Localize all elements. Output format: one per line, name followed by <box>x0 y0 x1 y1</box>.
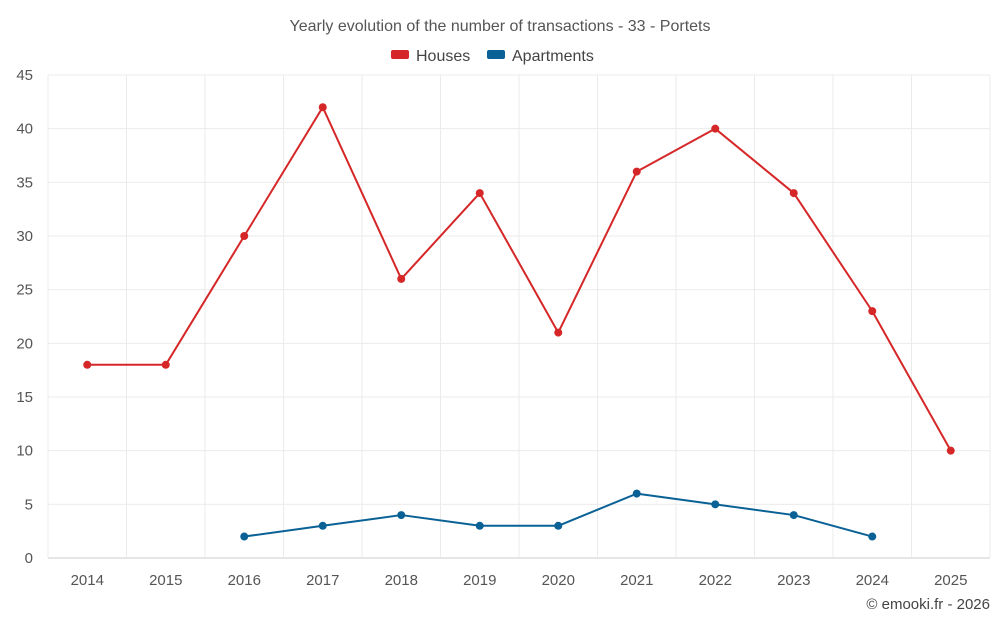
y-axis: 0 5 10 15 20 25 30 35 40 45 <box>16 67 33 567</box>
grid <box>47 74 991 559</box>
data-point-houses[interactable] <box>789 189 798 198</box>
chart-title: Yearly evolution of the number of transa… <box>290 18 711 35</box>
x-tick-label: 2018 <box>385 572 418 589</box>
x-tick-label: 2015 <box>149 572 182 589</box>
data-point-houses[interactable] <box>161 360 170 369</box>
x-tick-label: 2023 <box>777 572 810 589</box>
data-point-houses[interactable] <box>83 360 92 369</box>
credit-text: © emooki.fr - 2026 <box>866 596 990 613</box>
x-tick-label: 2021 <box>620 572 653 589</box>
data-point-apartments[interactable] <box>240 532 249 541</box>
series-line-apartments <box>244 492 873 538</box>
data-point-houses[interactable] <box>397 274 406 283</box>
legend-label-houses: Houses <box>416 48 470 65</box>
y-tick-label: 15 <box>16 389 33 406</box>
legend-swatch-apartments <box>487 50 505 59</box>
y-tick-label: 35 <box>16 174 33 191</box>
legend-item-houses[interactable]: Houses <box>391 48 470 65</box>
x-tick-label: 2024 <box>856 572 889 589</box>
legend-swatch-houses <box>391 50 409 59</box>
x-tick-label: 2019 <box>463 572 496 589</box>
x-tick-label: 2014 <box>71 572 104 589</box>
y-tick-label: 25 <box>16 282 33 299</box>
x-axis: 2014 2015 2016 2017 2018 2019 2020 2021 2022 2023… <box>71 572 968 589</box>
y-tick-label: 10 <box>16 443 33 460</box>
y-tick-label: 40 <box>16 121 33 138</box>
legend-label-apartments: Apartments <box>512 48 594 65</box>
legend-item-apartments[interactable]: Apartments <box>487 48 594 65</box>
data-point-apartments[interactable] <box>554 521 563 530</box>
series-apartments <box>240 489 877 541</box>
data-point-apartments[interactable] <box>397 511 406 520</box>
y-tick-label: 5 <box>25 496 33 513</box>
data-point-houses[interactable] <box>318 103 327 112</box>
data-point-apartments[interactable] <box>711 500 720 509</box>
y-tick-label: 0 <box>25 550 33 567</box>
x-tick-label: 2016 <box>228 572 261 589</box>
data-point-houses[interactable] <box>475 189 484 198</box>
data-point-apartments[interactable] <box>475 521 484 530</box>
y-tick-label: 45 <box>16 67 33 84</box>
data-point-houses[interactable] <box>240 232 249 240</box>
x-tick-label: 2017 <box>306 572 339 589</box>
series-group <box>83 103 955 541</box>
data-point-houses[interactable] <box>868 307 877 316</box>
data-point-apartments[interactable] <box>318 521 327 530</box>
data-point-houses[interactable] <box>946 446 955 455</box>
data-point-houses[interactable] <box>632 167 641 176</box>
data-point-houses[interactable] <box>554 328 563 337</box>
data-point-apartments[interactable] <box>868 532 877 541</box>
y-tick-label: 30 <box>16 228 33 245</box>
legend: Houses Apartments <box>391 48 594 65</box>
data-point-houses[interactable] <box>711 124 720 133</box>
y-tick-label: 20 <box>16 335 33 352</box>
x-tick-label: 2025 <box>934 572 967 589</box>
series-houses <box>83 103 955 455</box>
data-point-apartments[interactable] <box>789 511 798 520</box>
x-tick-label: 2020 <box>542 572 575 589</box>
series-line-houses <box>87 106 952 452</box>
x-tick-label: 2022 <box>699 572 732 589</box>
data-point-apartments[interactable] <box>632 489 641 498</box>
